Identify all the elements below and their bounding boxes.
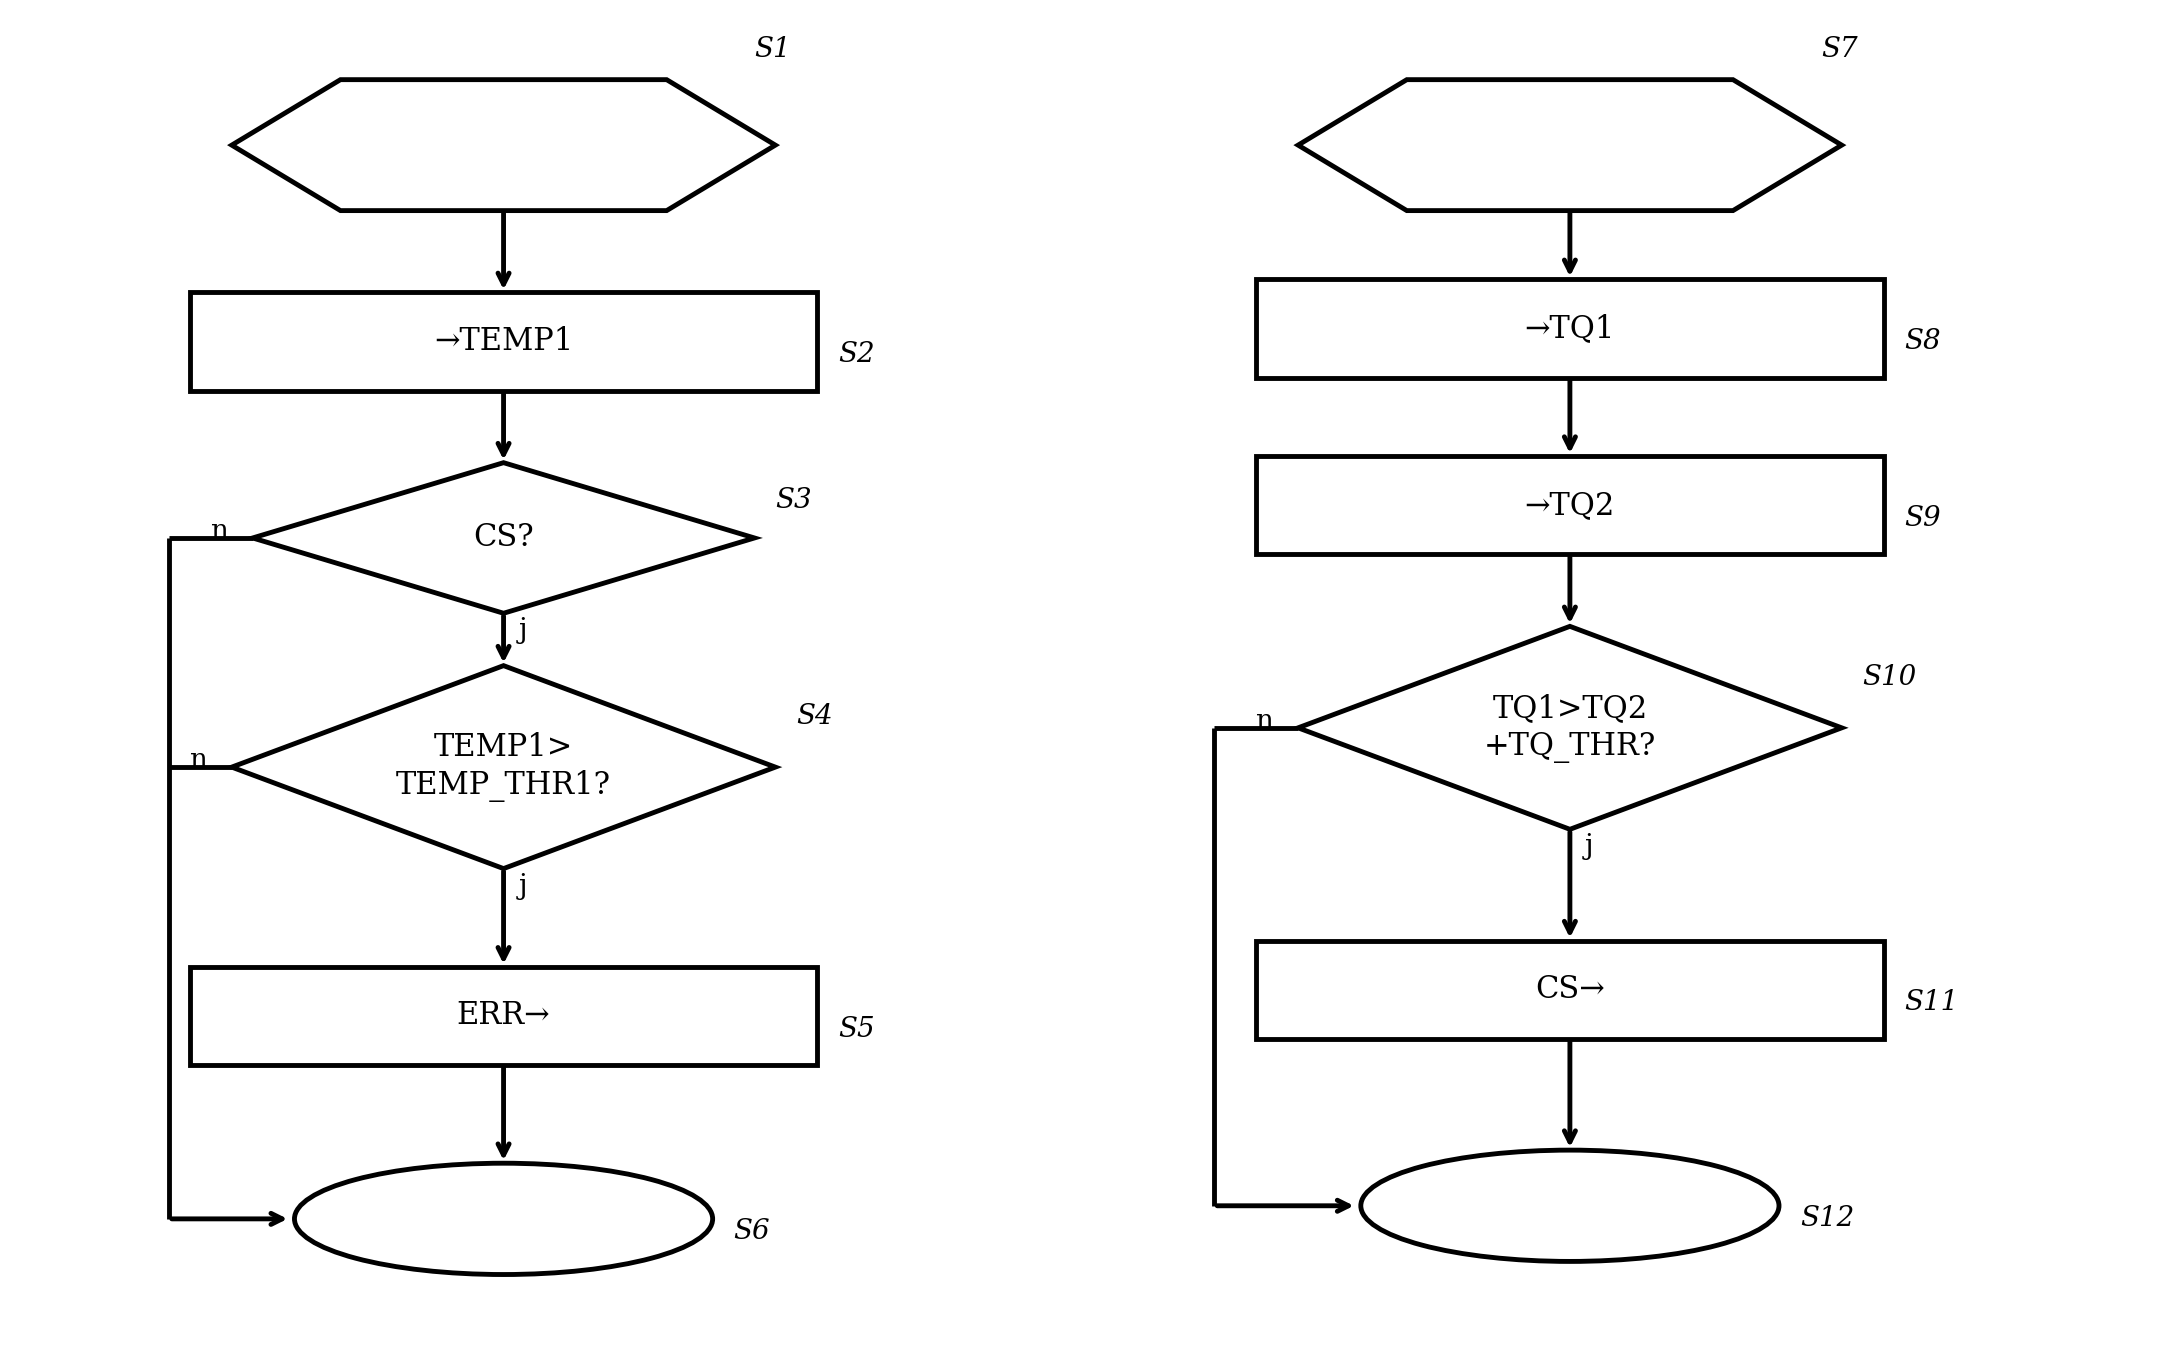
Text: TEMP1>
TEMP_THR1?: TEMP1> TEMP_THR1? xyxy=(396,732,612,802)
Text: CS?: CS? xyxy=(473,522,534,554)
Text: ERR→: ERR→ xyxy=(457,1000,551,1031)
Text: →TQ1: →TQ1 xyxy=(1525,312,1616,344)
Text: n: n xyxy=(1255,708,1272,735)
Text: S9: S9 xyxy=(1904,505,1941,532)
Polygon shape xyxy=(231,79,775,210)
Bar xyxy=(1257,941,1884,1039)
Bar xyxy=(189,967,817,1065)
Bar xyxy=(189,292,817,390)
Text: S4: S4 xyxy=(797,702,832,730)
Text: →TEMP1: →TEMP1 xyxy=(433,326,573,357)
Text: S12: S12 xyxy=(1799,1206,1853,1232)
Text: CS→: CS→ xyxy=(1535,974,1605,1005)
Text: S6: S6 xyxy=(734,1218,771,1245)
Text: n: n xyxy=(209,518,227,544)
Bar xyxy=(1257,456,1884,554)
Polygon shape xyxy=(253,462,754,614)
Text: TQ1>TQ2
+TQ_THR?: TQ1>TQ2 +TQ_THR? xyxy=(1483,693,1655,762)
Text: →TQ2: →TQ2 xyxy=(1525,490,1616,521)
Text: S5: S5 xyxy=(839,1016,876,1042)
Polygon shape xyxy=(1298,626,1843,829)
Text: S1: S1 xyxy=(754,35,791,63)
Text: S8: S8 xyxy=(1904,329,1941,355)
Text: S7: S7 xyxy=(1821,35,1858,63)
Text: S10: S10 xyxy=(1862,664,1917,690)
Ellipse shape xyxy=(294,1163,712,1274)
Text: S3: S3 xyxy=(775,487,812,514)
Text: S2: S2 xyxy=(839,341,876,368)
Bar xyxy=(1257,280,1884,378)
Text: j: j xyxy=(518,873,527,899)
Text: S11: S11 xyxy=(1904,989,1958,1016)
Polygon shape xyxy=(231,666,775,869)
Text: j: j xyxy=(1586,833,1592,861)
Polygon shape xyxy=(1298,79,1843,210)
Ellipse shape xyxy=(1361,1150,1779,1262)
Text: j: j xyxy=(518,617,527,644)
Text: n: n xyxy=(189,747,207,773)
